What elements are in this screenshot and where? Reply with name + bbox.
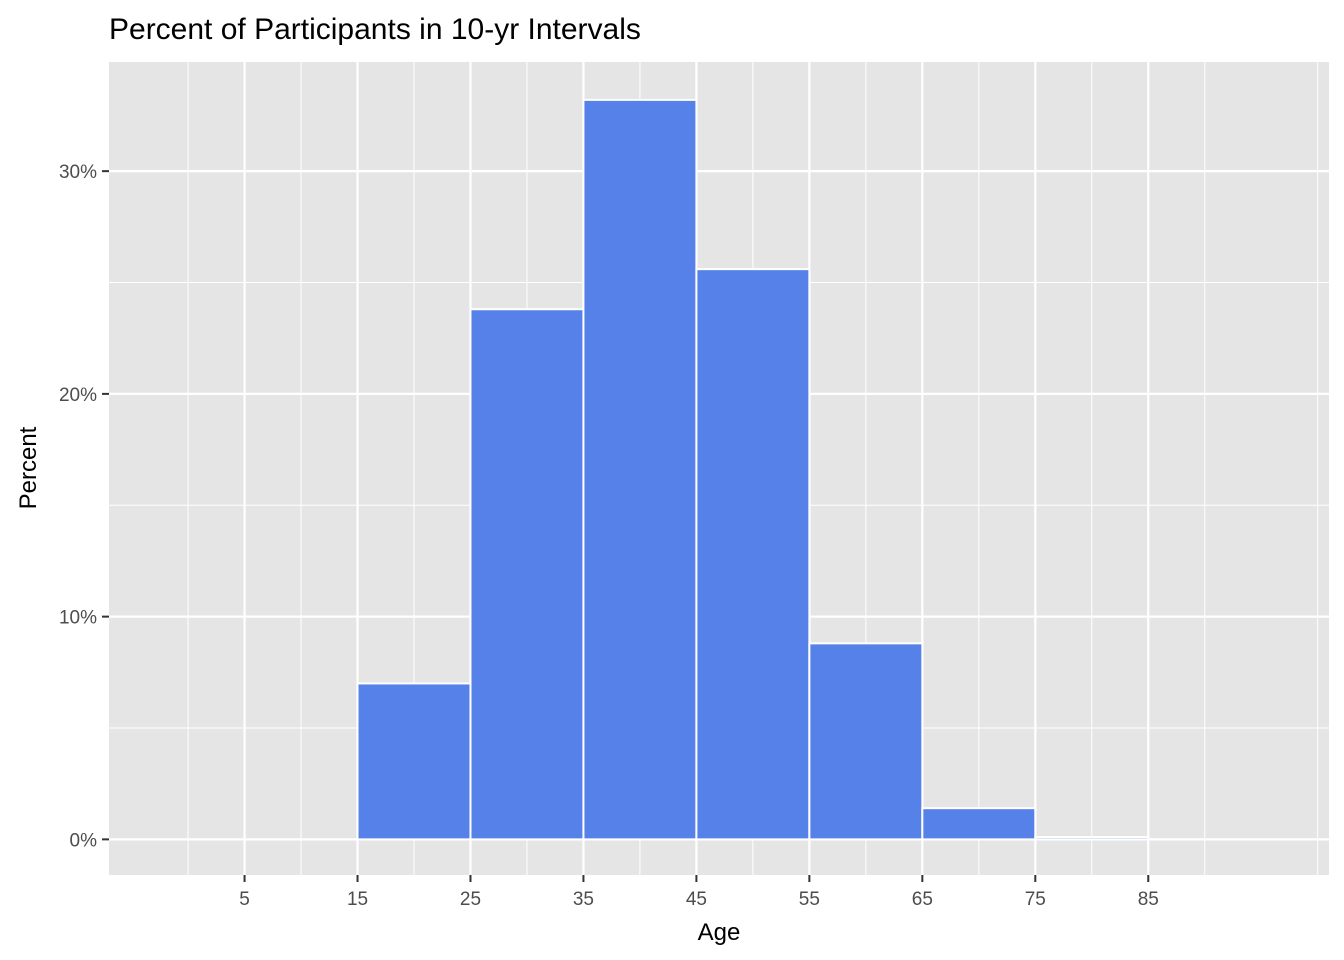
y-axis-title: Percent [15, 426, 42, 509]
x-tick-label: 55 [799, 889, 820, 910]
x-tick-label: 5 [239, 889, 250, 910]
y-tick-label: 20% [59, 385, 97, 406]
x-tick-label: 35 [573, 889, 594, 910]
x-tick-label: 25 [460, 889, 481, 910]
histogram-bar [921, 807, 1037, 841]
y-axis: 0% 10% 20% 30% [59, 162, 109, 851]
x-tick-label: 15 [347, 889, 368, 910]
y-tick-label: 0% [70, 830, 98, 851]
histogram-bar [695, 268, 811, 841]
histogram-bar [469, 308, 585, 841]
histogram-bar [356, 682, 472, 841]
x-axis-title: Age [698, 919, 741, 946]
x-tick-label: 85 [1138, 889, 1159, 910]
x-tick-label: 65 [912, 889, 933, 910]
bars [356, 98, 1150, 841]
y-tick-label: 10% [59, 608, 97, 629]
x-tick-label: 45 [686, 889, 707, 910]
x-axis: 5 15 25 35 45 55 65 75 85 [239, 875, 1159, 910]
histogram-bar [582, 98, 698, 841]
x-tick-label: 75 [1025, 889, 1046, 910]
y-tick-label: 30% [59, 162, 97, 183]
histogram-bar [808, 642, 924, 841]
chart-title: Percent of Participants in 10-yr Interva… [109, 13, 641, 46]
histogram-bar [1034, 836, 1150, 841]
